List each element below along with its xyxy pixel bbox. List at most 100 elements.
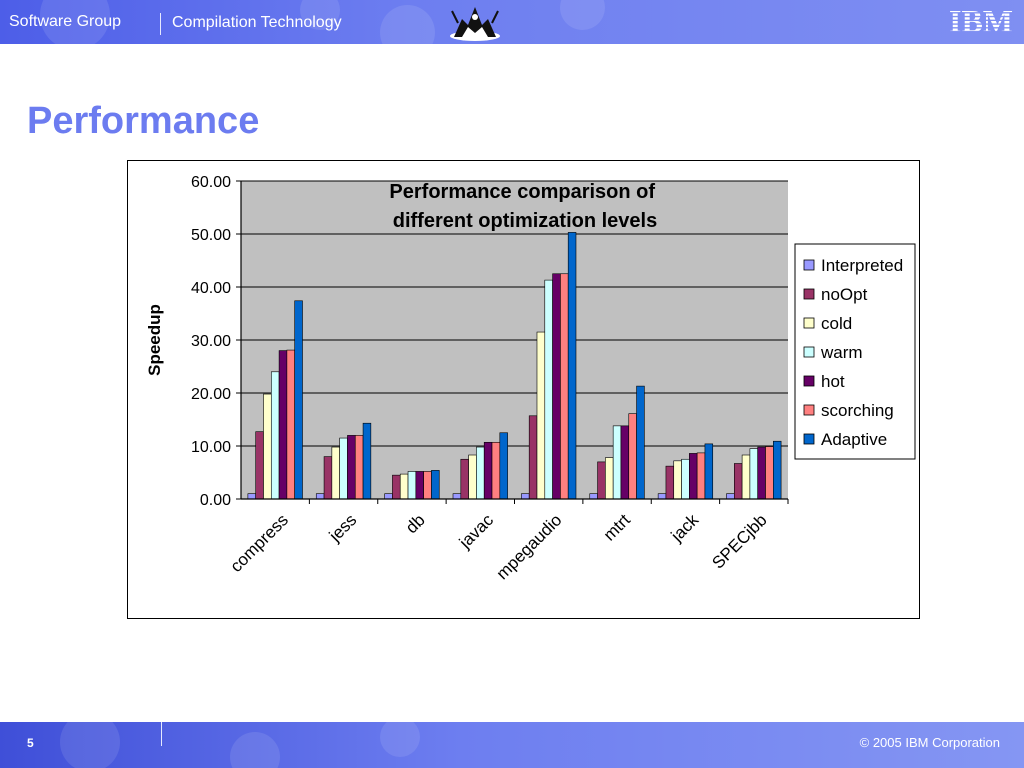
header-bar: Software Group Compilation Technology IB… [0, 0, 1024, 44]
bar-cold-db [399, 473, 409, 500]
legend-label-warm: warm [820, 343, 863, 362]
y-tick-label: 60.00 [191, 174, 231, 191]
y-tick-label: 40.00 [191, 280, 231, 297]
header-separator [160, 13, 161, 35]
page-title: Performance [27, 100, 260, 142]
bar-noopt-jack [665, 465, 675, 500]
bar-warm-specjbb [749, 448, 759, 500]
bar-cold-javac [468, 454, 477, 500]
header-bubble-decoration [40, 0, 110, 44]
copyright-text: © 2005 IBM Corporation [859, 735, 1000, 750]
x-tick-label: SPECjbb [708, 510, 770, 572]
bar-scorching-jess [354, 435, 364, 500]
bar-scorching-mpegaudio [560, 273, 569, 500]
x-tick-label: javac [455, 510, 498, 553]
bar-interpreted-compress [247, 493, 256, 500]
bar-cold-jess [331, 446, 340, 500]
bar-series [247, 232, 782, 500]
bar-scorching-compress [286, 349, 295, 500]
y-tick-label: 20.00 [191, 386, 231, 403]
bar-adaptive-javac [499, 432, 508, 500]
legend-swatch-cold [803, 317, 815, 329]
legend-swatch-scorching [803, 404, 815, 416]
y-tick-label: 10.00 [191, 439, 231, 456]
bar-warm-compress [270, 371, 280, 500]
legend-label-adaptive: Adaptive [821, 430, 887, 449]
ibm-logo: IBM [949, 6, 1013, 36]
footer-bubble-decoration [230, 732, 280, 768]
header-bubble-decoration [560, 0, 605, 30]
bar-interpreted-mtrt [589, 493, 598, 500]
bar-cold-mpegaudio [536, 331, 546, 500]
bar-cold-mtrt [605, 457, 614, 500]
y-tick-label: 0.00 [200, 492, 231, 509]
bar-noopt-db [392, 474, 401, 500]
bar-interpreted-db [384, 493, 393, 500]
legend-box [794, 243, 916, 460]
bar-adaptive-specjbb [773, 440, 782, 500]
bar-cold-specjbb [741, 454, 751, 500]
legend: Interpreted noOpt cold warm hot scorching Adap… [794, 243, 916, 460]
chart-title-line-1: Performance comparison of [389, 181, 655, 203]
bar-adaptive-jess [362, 422, 372, 500]
bar-cold-compress [263, 393, 272, 500]
bar-noopt-mtrt [597, 461, 606, 500]
robot-mascot-icon [450, 7, 500, 41]
axes [236, 180, 789, 504]
gridlines [241, 180, 788, 447]
x-tick-label: mtrt [600, 510, 634, 544]
legend-label-scorching: scorching [821, 401, 894, 420]
bar-adaptive-mpegaudio [567, 232, 577, 500]
bar-scorching-db [423, 471, 432, 500]
bar-warm-jess [339, 437, 348, 500]
y-tick-label: 50.00 [191, 227, 231, 244]
x-tick-label: jack [667, 510, 703, 546]
bar-warm-mpegaudio [544, 279, 553, 500]
x-tick-label: compress [226, 510, 292, 576]
legend-swatch-adaptive [803, 433, 815, 445]
bar-interpreted-javac [452, 493, 462, 500]
bar-scorching-specjbb [765, 446, 774, 500]
chart-frame: 0.00 10.00 20.00 30.00 40.00 50.00 60.00 compr… [127, 160, 920, 619]
bar-hot-jess [347, 435, 356, 500]
bar-hot-mtrt [620, 425, 630, 500]
legend-label-interpreted: Interpreted [821, 256, 903, 275]
footer-bubble-decoration [380, 722, 420, 757]
y-tick-label: 30.00 [191, 333, 231, 350]
x-tick-label: db [402, 510, 429, 537]
bar-adaptive-db [431, 470, 440, 500]
y-tick-labels: 0.00 10.00 20.00 30.00 40.00 50.00 60.00 [191, 174, 231, 509]
header-bubble-decoration [380, 5, 435, 44]
bar-adaptive-jack [704, 443, 714, 500]
footer-bar: 5 © 2005 IBM Corporation [0, 722, 1024, 768]
chart-title: Performance comparison of different opti… [389, 181, 660, 232]
bar-interpreted-jack [657, 493, 667, 500]
speedup-bar-chart: 0.00 10.00 20.00 30.00 40.00 50.00 60.00 compr… [145, 174, 916, 583]
bar-hot-mpegaudio [552, 273, 561, 500]
legend-swatch-hot [803, 375, 815, 387]
bar-scorching-mtrt [628, 413, 637, 500]
bar-hot-compress [278, 350, 288, 500]
y-axis-label: Speedup [145, 304, 164, 376]
footer-bubble-decoration [60, 722, 120, 768]
bar-interpreted-jess [315, 493, 325, 500]
bar-warm-jack [681, 458, 690, 500]
bar-interpreted-mpegaudio [521, 493, 530, 500]
legend-swatch-interpreted [803, 259, 815, 271]
ibm-logo-text: IBM [949, 6, 1013, 36]
bar-hot-specjbb [757, 446, 766, 500]
legend-swatch-noopt [803, 288, 815, 300]
footer-separator [161, 722, 162, 746]
bar-warm-db [407, 471, 417, 500]
bar-hot-db [415, 471, 424, 500]
x-tick-label: mpegaudio [493, 510, 566, 583]
chart-title-line-2: different optimization levels [393, 210, 657, 232]
bar-noopt-javac [460, 458, 469, 500]
bar-adaptive-mtrt [636, 385, 645, 500]
bar-adaptive-compress [294, 300, 303, 500]
page-number: 5 [27, 736, 34, 750]
bar-noopt-specjbb [734, 463, 743, 500]
bar-noopt-jess [323, 456, 333, 500]
bar-scorching-jack [696, 452, 706, 500]
